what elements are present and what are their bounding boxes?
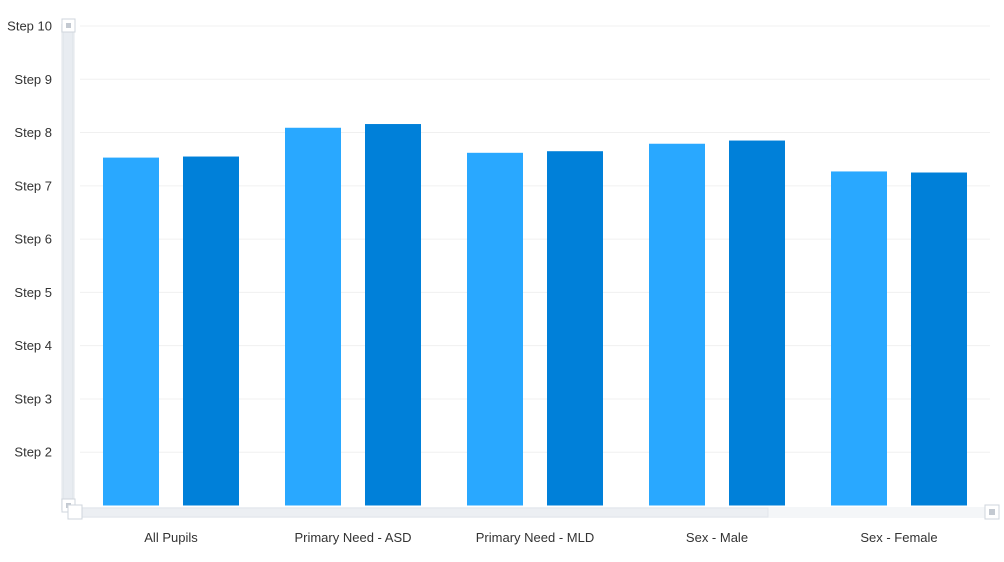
y-tick-label: Step 6: [14, 232, 52, 247]
bar[interactable]: [911, 172, 967, 506]
x-tick-label: All Pupils: [144, 530, 198, 545]
bar[interactable]: [183, 156, 239, 506]
y-axis-labels: Step 2 Step 3 Step 4 Step 5 Step 6 Step 7 Step…: [7, 19, 52, 460]
x-axis-labels: All Pupils Primary Need - ASD Primary Need…: [144, 530, 937, 545]
y-scrollbar-thumb[interactable]: [62, 26, 74, 508]
y-tick-label: Step 8: [14, 125, 52, 140]
bars: [103, 124, 967, 506]
bar[interactable]: [729, 140, 785, 506]
y-tick-label: Step 2: [14, 445, 52, 460]
x-scrollbar-thumb[interactable]: [79, 507, 769, 518]
x-tick-label: Sex - Male: [686, 530, 748, 545]
bar[interactable]: [547, 151, 603, 506]
bar[interactable]: [285, 127, 341, 506]
y-tick-label: Step 9: [14, 72, 52, 87]
bar[interactable]: [467, 152, 523, 506]
bar[interactable]: [365, 124, 421, 506]
y-tick-label: Step 4: [14, 338, 52, 353]
x-tick-label: Primary Need - ASD: [294, 530, 411, 545]
y-scrollbar-handle-top-grip: [66, 23, 71, 28]
y-tick-label: Step 10: [7, 19, 52, 34]
bar[interactable]: [649, 143, 705, 506]
x-scrollbar-handle-right-grip: [989, 509, 995, 515]
bar[interactable]: [103, 157, 159, 506]
y-tick-label: Step 7: [14, 178, 52, 193]
x-tick-label: Primary Need - MLD: [476, 530, 594, 545]
y-tick-label: Step 5: [14, 285, 52, 300]
y-tick-label: Step 3: [14, 391, 52, 406]
x-scrollbar-handle-left[interactable]: [67, 504, 83, 520]
x-tick-label: Sex - Female: [860, 530, 937, 545]
bar[interactable]: [831, 171, 887, 506]
